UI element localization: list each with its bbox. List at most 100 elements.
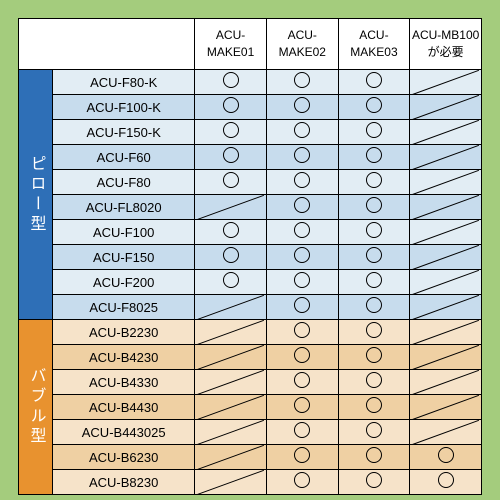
mark-circle xyxy=(195,145,267,170)
table-row: ACU-B4430 xyxy=(19,395,482,420)
mark-circle xyxy=(266,445,338,470)
mark-circle xyxy=(266,320,338,345)
table-row: ACU-F60 xyxy=(19,145,482,170)
col-header: ACU-MAKE01 xyxy=(195,19,267,70)
mark-circle xyxy=(266,395,338,420)
product-name: ACU-F80-K xyxy=(53,70,195,95)
mark-circle xyxy=(338,120,410,145)
mark-circle xyxy=(338,295,410,320)
product-name: ACU-F100-K xyxy=(53,95,195,120)
mark-circle xyxy=(266,420,338,445)
product-name: ACU-B6230 xyxy=(53,445,195,470)
mark-circle xyxy=(266,295,338,320)
mark-circle xyxy=(338,345,410,370)
mark-slash xyxy=(195,345,267,370)
mark-slash xyxy=(195,420,267,445)
table-row: ACU-F100-K xyxy=(19,95,482,120)
mark-circle xyxy=(338,245,410,270)
product-name: ACU-F100 xyxy=(53,220,195,245)
table-row: ACU-B4230 xyxy=(19,345,482,370)
product-name: ACU-B2230 xyxy=(53,320,195,345)
mark-circle xyxy=(195,120,267,145)
mark-slash xyxy=(410,245,482,270)
product-name: ACU-F150 xyxy=(53,245,195,270)
mark-circle xyxy=(266,95,338,120)
mark-slash xyxy=(195,445,267,470)
table-row: ACU-F100 xyxy=(19,220,482,245)
mark-circle xyxy=(266,195,338,220)
mark-circle xyxy=(195,70,267,95)
col-header: ACU-MAKE02 xyxy=(266,19,338,70)
mark-circle xyxy=(410,470,482,495)
mark-slash xyxy=(410,395,482,420)
mark-slash xyxy=(410,195,482,220)
mark-circle xyxy=(338,195,410,220)
mark-circle xyxy=(338,170,410,195)
mark-slash xyxy=(410,145,482,170)
product-name: ACU-F8025 xyxy=(53,295,195,320)
mark-circle xyxy=(338,145,410,170)
mark-circle xyxy=(266,145,338,170)
mark-circle xyxy=(410,445,482,470)
mark-circle xyxy=(266,70,338,95)
mark-circle xyxy=(266,470,338,495)
product-name: ACU-FL8020 xyxy=(53,195,195,220)
col-header: ACU-MB100が必要 xyxy=(410,19,482,70)
mark-slash xyxy=(410,320,482,345)
mark-circle xyxy=(195,220,267,245)
mark-circle xyxy=(195,245,267,270)
product-name: ACU-B4330 xyxy=(53,370,195,395)
product-name: ACU-B4430 xyxy=(53,395,195,420)
table-row: ACU-F150-K xyxy=(19,120,482,145)
mark-slash xyxy=(410,295,482,320)
mark-slash xyxy=(410,270,482,295)
mark-slash xyxy=(410,120,482,145)
mark-slash xyxy=(195,370,267,395)
product-name: ACU-B443025 xyxy=(53,420,195,445)
mark-slash xyxy=(410,170,482,195)
mark-circle xyxy=(338,395,410,420)
category-label: バブル型 xyxy=(19,320,53,495)
product-name: ACU-F150-K xyxy=(53,120,195,145)
table-row: ACU-B8230 xyxy=(19,470,482,495)
mark-circle xyxy=(338,320,410,345)
table-row: ACU-B4330 xyxy=(19,370,482,395)
product-name: ACU-B8230 xyxy=(53,470,195,495)
mark-circle xyxy=(266,270,338,295)
table-row: ACU-F80 xyxy=(19,170,482,195)
product-name: ACU-F200 xyxy=(53,270,195,295)
mark-slash xyxy=(410,70,482,95)
mark-circle xyxy=(338,70,410,95)
category-label: ピロー型 xyxy=(19,70,53,320)
mark-circle xyxy=(195,95,267,120)
compatibility-table: ACU-MAKE01 ACU-MAKE02 ACU-MAKE03 ACU-MB1… xyxy=(18,18,482,495)
header-row: ACU-MAKE01 ACU-MAKE02 ACU-MAKE03 ACU-MB1… xyxy=(19,19,482,70)
mark-circle xyxy=(338,420,410,445)
mark-slash xyxy=(195,320,267,345)
mark-circle xyxy=(195,270,267,295)
mark-circle xyxy=(338,445,410,470)
mark-circle xyxy=(338,220,410,245)
mark-circle xyxy=(266,245,338,270)
table-row: ACU-B6230 xyxy=(19,445,482,470)
mark-circle xyxy=(338,370,410,395)
mark-slash xyxy=(410,220,482,245)
col-header: ACU-MAKE03 xyxy=(338,19,410,70)
product-name: ACU-F80 xyxy=(53,170,195,195)
mark-slash xyxy=(410,370,482,395)
mark-circle xyxy=(266,370,338,395)
mark-circle xyxy=(338,95,410,120)
corner-cell xyxy=(19,19,195,70)
table-row: ACU-F150 xyxy=(19,245,482,270)
table-row: ACU-F200 xyxy=(19,270,482,295)
mark-circle xyxy=(266,170,338,195)
table-row: ACU-F8025 xyxy=(19,295,482,320)
table-row: バブル型ACU-B2230 xyxy=(19,320,482,345)
mark-slash xyxy=(195,470,267,495)
table-row: ピロー型ACU-F80-K xyxy=(19,70,482,95)
mark-circle xyxy=(338,470,410,495)
mark-slash xyxy=(410,345,482,370)
mark-circle xyxy=(266,120,338,145)
product-name: ACU-F60 xyxy=(53,145,195,170)
mark-slash xyxy=(410,95,482,120)
